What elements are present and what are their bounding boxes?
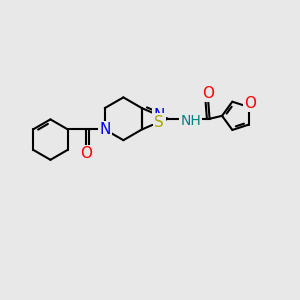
Text: O: O	[202, 86, 214, 101]
Text: S: S	[154, 115, 164, 130]
Text: N: N	[153, 108, 165, 123]
Text: N: N	[99, 122, 110, 137]
Text: O: O	[80, 146, 92, 161]
Text: N: N	[99, 122, 110, 137]
Text: NH: NH	[181, 114, 201, 128]
Text: O: O	[244, 96, 256, 111]
